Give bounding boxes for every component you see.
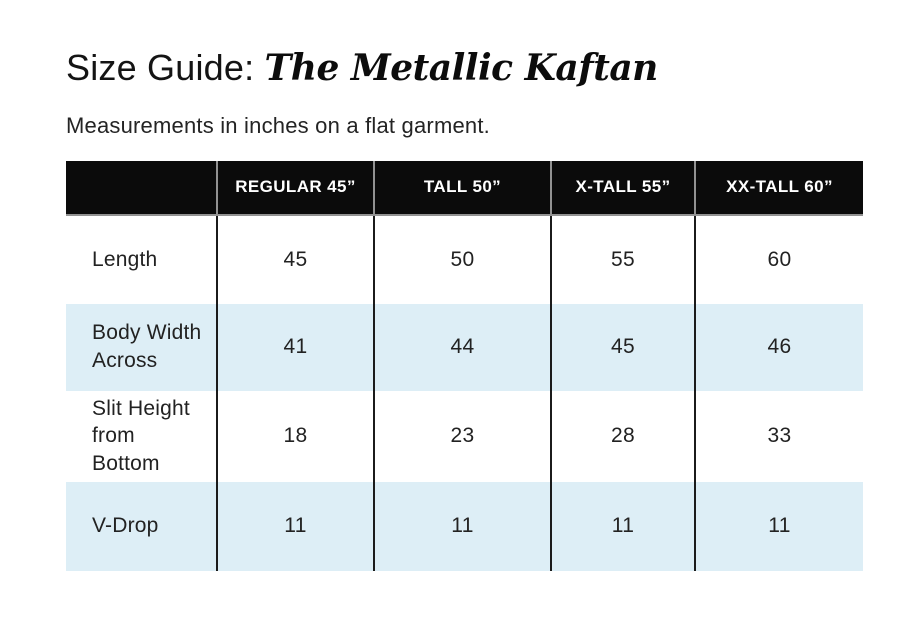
- table-value: 11: [373, 481, 550, 571]
- size-guide-page: Size Guide: The Metallic Kaftan Measurem…: [66, 48, 863, 571]
- table-value: 11: [216, 481, 373, 571]
- column-header-regular: REGULAR 45”: [216, 160, 373, 216]
- size-guide-table: REGULAR 45” TALL 50” X-TALL 55” XX-TALL …: [66, 160, 863, 571]
- table-value: 41: [216, 303, 373, 391]
- column-header-tall: TALL 50”: [373, 160, 550, 216]
- row-label: Body Width Across: [66, 303, 216, 391]
- table-value: 28: [550, 390, 694, 482]
- table-value: 45: [550, 303, 694, 391]
- table-value: 55: [550, 215, 694, 304]
- table-value: 50: [373, 215, 550, 304]
- table-value: 33: [694, 390, 863, 482]
- table-value: 45: [216, 215, 373, 304]
- table-value: 23: [373, 390, 550, 482]
- page-title: Size Guide: The Metallic Kaftan: [66, 48, 863, 89]
- page-title-product-name: The Metallic Kaftan: [264, 47, 659, 89]
- header-corner-cell: [66, 160, 216, 216]
- table-value: 18: [216, 390, 373, 482]
- row-label: Length: [92, 247, 158, 271]
- measurement-note: Measurements in inches on a flat garment…: [66, 112, 490, 138]
- row-label: V-Drop: [66, 481, 216, 571]
- table-value: 46: [694, 303, 863, 391]
- column-header-x-tall: X-TALL 55”: [550, 160, 694, 216]
- table-value: 44: [373, 303, 550, 391]
- row-label: Slit Height from Bottom: [92, 396, 190, 475]
- table-value: 11: [550, 481, 694, 571]
- table-value: 11: [694, 481, 863, 571]
- column-header-xx-tall: XX-TALL 60”: [694, 160, 863, 216]
- table-value: 60: [694, 215, 863, 304]
- page-title-prefix: Size Guide:: [66, 47, 265, 88]
